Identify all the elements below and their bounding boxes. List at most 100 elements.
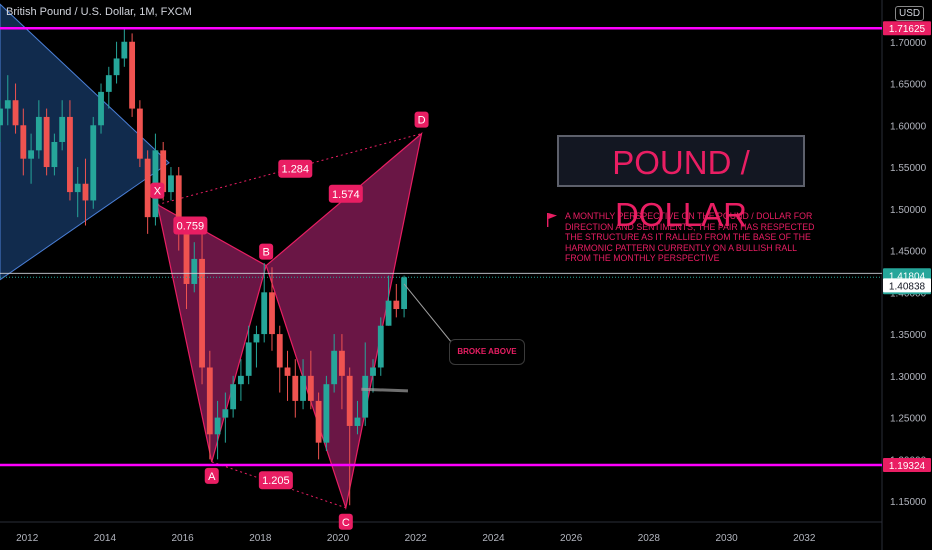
y-tick-label: 1.15000: [890, 497, 927, 508]
candle-body: [0, 108, 3, 126]
candle-body: [160, 150, 167, 193]
x-tick-label: 2026: [560, 533, 583, 544]
y-tick-label: 1.70000: [890, 38, 927, 49]
candle-body: [331, 350, 338, 385]
point-label-text: X: [154, 186, 162, 198]
upper-level-tag: 1.71625: [883, 21, 931, 36]
ratio-text: 0.759: [177, 221, 205, 233]
pattern-point-b: B: [259, 243, 274, 260]
ratio-text: 1.205: [262, 475, 290, 487]
support-marker: [361, 387, 409, 393]
point-label-box: [204, 467, 219, 484]
y-tick-label: 1.55000: [890, 163, 927, 174]
candle-body: [315, 400, 322, 443]
candle-body: [168, 175, 174, 193]
candle-body: [74, 183, 81, 193]
candle-body: [385, 300, 392, 326]
ratio-box: [258, 471, 293, 490]
y-tick-label: 1.65000: [890, 80, 927, 91]
point-label-text: C: [342, 517, 350, 529]
x-tick-label: 2022: [405, 533, 428, 544]
ratio-box: [173, 216, 208, 235]
candle-body: [377, 325, 384, 368]
point-label-text: B: [262, 247, 269, 259]
ratio-text: 1.574: [332, 189, 360, 201]
candle-body: [284, 367, 291, 376]
candle-body: [261, 292, 268, 335]
candle-body: [28, 150, 34, 159]
candle-body: [183, 233, 190, 284]
x-tick-label: 2028: [638, 533, 661, 544]
candle-body: [51, 141, 58, 168]
candle-body: [370, 367, 376, 376]
point-label-box: [414, 111, 429, 128]
candle-body: [82, 183, 89, 201]
x-tick-label: 2018: [249, 533, 272, 544]
x-tick-label: 2012: [16, 533, 39, 544]
y-tick-label: 1.30000: [890, 372, 927, 383]
analysis-note: A MONTHLY PERSPECTIVE ON THE POUND / DOL…: [565, 211, 815, 263]
candle-body: [113, 58, 120, 76]
candle-body: [346, 375, 353, 426]
candle-body: [214, 417, 221, 435]
candle-body: [253, 334, 260, 343]
candle-body: [105, 75, 112, 92]
candle-body: [90, 125, 97, 201]
y-tick-label: 1.50000: [890, 205, 927, 216]
broke-above-callout: BROKE ABOVE: [449, 339, 525, 365]
x-tick-label: 2020: [327, 533, 350, 544]
y-tick-label: 1.60000: [890, 121, 927, 132]
point-label-text: A: [208, 471, 216, 483]
flag-icon: [547, 213, 557, 227]
y-tick-label: 1.45000: [890, 247, 927, 258]
candle-body: [401, 277, 408, 310]
y-tick-label: 1.35000: [890, 330, 927, 341]
candle-body: [245, 342, 252, 376]
candle-body: [191, 258, 198, 284]
ratio-box: [278, 159, 313, 178]
ratio-label: 0.759: [173, 216, 208, 235]
ratio-box: [328, 184, 363, 203]
candle-body: [393, 300, 400, 310]
price-tag-bg: [883, 458, 931, 473]
price-tag-text: 1.19324: [889, 461, 926, 472]
candle-body: [307, 375, 314, 401]
candle-body: [144, 158, 151, 218]
pattern-point-c: C: [338, 513, 353, 530]
point-label-text: D: [418, 115, 426, 127]
ratio-text: 1.284: [282, 164, 310, 176]
crosshair-price-tag: 1.40838: [883, 278, 931, 293]
candle-body: [59, 116, 66, 142]
pattern-point-a: A: [204, 467, 219, 484]
pattern-point-d: D: [414, 111, 429, 128]
candle-body: [129, 41, 136, 109]
candle-body: [199, 258, 205, 368]
candle-body: [121, 41, 128, 59]
price-tag-text: 1.71625: [889, 24, 926, 35]
point-label-box: [338, 513, 353, 530]
currency-button[interactable]: USD: [895, 6, 925, 21]
candle-body: [20, 125, 27, 159]
x-tick-label: 2030: [715, 533, 738, 544]
x-tick-label: 2014: [94, 533, 117, 544]
candle-body: [292, 375, 299, 401]
point-label-box: [150, 182, 165, 199]
candle-body: [230, 384, 237, 410]
candle-body: [12, 100, 19, 126]
point-label-box: [259, 243, 274, 260]
price-tag-text: 1.41804: [889, 271, 926, 282]
candle-body: [269, 292, 275, 335]
candle-body: [175, 175, 182, 234]
callout-leader: [403, 283, 453, 344]
lower-level-tag: 1.19324: [883, 458, 931, 473]
x-tick-label: 2024: [482, 533, 505, 544]
price-tag-bg: [883, 278, 931, 293]
candle-body: [206, 367, 213, 435]
candle-body: [98, 91, 104, 126]
candle-body: [237, 375, 244, 385]
symmetrical-triangle: [0, 3, 170, 281]
price-tag-text: 1.40838: [889, 281, 926, 292]
candle-body: [323, 384, 330, 443]
headline-box: POUND / DOLLAR: [557, 135, 805, 233]
